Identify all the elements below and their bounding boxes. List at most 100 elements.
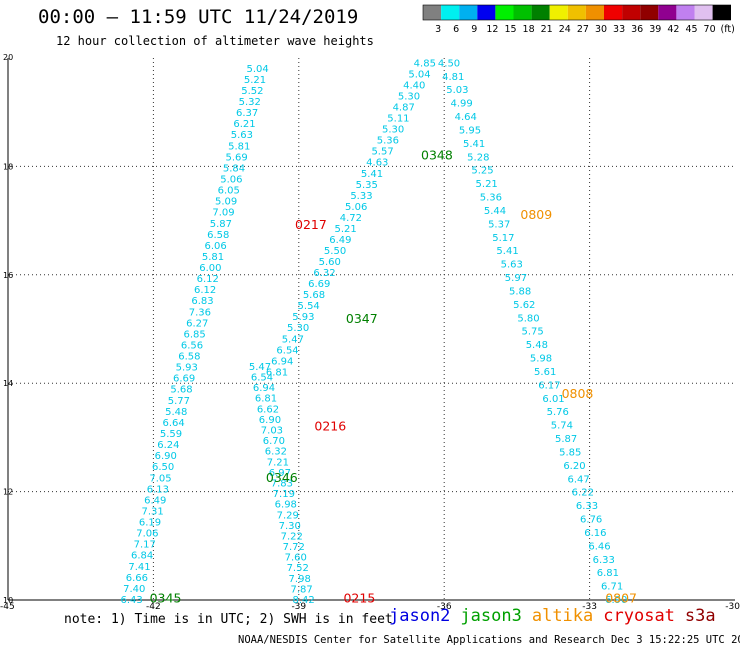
- wave-height-point: 5.81: [202, 252, 224, 263]
- color-bar-label: 24: [559, 24, 571, 35]
- wave-height-point: 6.16: [584, 528, 606, 539]
- color-swatch: [549, 5, 568, 20]
- chart-title: 00:00 – 11:59 UTC 11/24/2019: [38, 6, 359, 28]
- x-tick-label: -33: [582, 602, 597, 612]
- color-swatch: [585, 5, 604, 20]
- wave-height-point: 6.69: [308, 279, 330, 290]
- wave-height-point: 5.68: [303, 290, 325, 301]
- wave-height-point: 5.06: [220, 174, 242, 185]
- color-swatch: [658, 5, 677, 20]
- wave-height-point: 7.40: [123, 584, 145, 595]
- wave-height-point: 6.71: [601, 582, 623, 593]
- legend-item-cryosat: cryosat: [603, 606, 675, 626]
- wave-height-point: 6.32: [265, 447, 287, 458]
- wave-height-point: 6.94: [271, 356, 293, 367]
- wave-height-point: 6.50: [152, 462, 174, 473]
- color-bar-label: 3: [435, 24, 441, 35]
- wave-height-point: 7.72: [283, 542, 305, 553]
- wave-height-point: 5.48: [165, 407, 187, 418]
- color-swatch: [441, 5, 460, 20]
- wave-height-point: 6.69: [173, 374, 195, 385]
- wave-height-point: 7.05: [149, 473, 171, 484]
- wave-height-point: 4.40: [403, 80, 425, 91]
- legend-item-s3a: s3a: [684, 606, 716, 626]
- wave-height-point: 5.59: [160, 429, 182, 440]
- wave-height-point: 5.06: [345, 202, 367, 213]
- color-bar-label: 6: [453, 24, 459, 35]
- wave-height-point: 5.93: [292, 312, 314, 323]
- pass-time-label: 0809: [520, 207, 552, 222]
- legend-item-jason3: jason3: [460, 606, 522, 626]
- wave-height-point: 6.62: [257, 404, 279, 415]
- wave-height-point: 5.68: [170, 385, 192, 396]
- wave-height-point: 6.70: [263, 436, 285, 447]
- wave-height-point: 6.85: [183, 329, 205, 340]
- wave-height-point: 5.30: [398, 92, 420, 103]
- wave-height-point: 7.17: [134, 540, 156, 551]
- wave-height-point: 4.99: [450, 99, 472, 110]
- wave-height-point: 5.21: [244, 75, 266, 86]
- wave-height-point: 5.80: [517, 313, 539, 324]
- color-bar-label: 27: [577, 24, 589, 35]
- wave-height-point: 7.36: [189, 307, 211, 318]
- color-bar-label: 12: [486, 24, 498, 35]
- wave-height-point: 5.85: [559, 447, 581, 458]
- wave-height-point: 6.17: [538, 380, 560, 391]
- wave-height-point: 5.09: [215, 197, 237, 208]
- wave-height-point: 6.37: [236, 108, 258, 119]
- wave-height-point: 6.90: [155, 451, 177, 462]
- wave-height-point: 5.81: [228, 141, 250, 152]
- wave-height-point: 4.72: [340, 213, 362, 224]
- wave-height-point: 5.35: [356, 180, 378, 191]
- wave-height-point: 5.95: [459, 125, 481, 136]
- color-swatch: [567, 5, 586, 20]
- wave-height-point: 7.98: [289, 574, 311, 585]
- wave-height-point: 6.54: [251, 373, 273, 384]
- color-bar-label: 36: [631, 24, 643, 35]
- wave-height-point: 5.11: [387, 114, 409, 125]
- pass-time-label: 0808: [562, 386, 594, 401]
- color-bar-label: 42: [667, 24, 679, 35]
- wave-height-point: 5.25: [471, 166, 493, 177]
- wave-height-point: 6.27: [186, 318, 208, 329]
- legend-item-altika: altika: [531, 606, 594, 626]
- wave-height-point: 6.56: [181, 340, 203, 351]
- wave-height-point: 5.04: [246, 64, 268, 75]
- wave-height-point: 6.00: [199, 263, 221, 274]
- wave-height-point: 5.93: [176, 363, 198, 374]
- color-bar-label: (ft): [721, 24, 735, 35]
- wave-height-point: 6.49: [329, 235, 351, 246]
- wave-height-point: 6.33: [593, 555, 615, 566]
- wave-height-point: 5.84: [223, 163, 245, 174]
- wave-height-point: 6.90: [605, 595, 627, 606]
- pass-time-label: 0346: [266, 470, 298, 485]
- wave-height-point: 5.60: [319, 257, 341, 268]
- wave-height-point: 4.81: [442, 72, 464, 83]
- wave-height-point: 5.87: [555, 434, 577, 445]
- wave-height-point: 7.03: [261, 426, 283, 437]
- color-swatch: [640, 5, 659, 20]
- pass-time-label: 0217: [295, 217, 327, 232]
- y-tick-label: 14: [3, 379, 13, 388]
- wave-height-point: 7.52: [287, 563, 309, 574]
- wave-height-point: 5.41: [463, 139, 485, 150]
- wave-height-point: 5.57: [371, 147, 393, 158]
- wave-height-point: 5.03: [446, 85, 468, 96]
- color-bar-label: 21: [541, 24, 553, 35]
- wave-height-point: 5.04: [408, 69, 430, 80]
- wave-height-point: 6.81: [597, 568, 619, 579]
- wave-height-point: 7.21: [267, 457, 289, 468]
- wave-height-point: 7.41: [128, 562, 150, 573]
- wave-height-point: 7.30: [279, 521, 301, 532]
- wave-height-point: 6.49: [144, 495, 166, 506]
- wave-height-point: 7.29: [277, 510, 299, 521]
- wave-height-point: 6.20: [563, 461, 585, 472]
- x-tick-label: -39: [291, 602, 306, 612]
- wave-height-point: 5.33: [350, 191, 372, 202]
- wave-height-point: 5.36: [480, 193, 502, 204]
- legend-item-jason2: jason2: [389, 606, 451, 626]
- wave-height-point: 6.12: [197, 274, 219, 285]
- wave-height-point: 5.77: [168, 396, 190, 407]
- wave-height-point: 5.52: [241, 86, 263, 97]
- wave-height-point: 5.17: [492, 233, 514, 244]
